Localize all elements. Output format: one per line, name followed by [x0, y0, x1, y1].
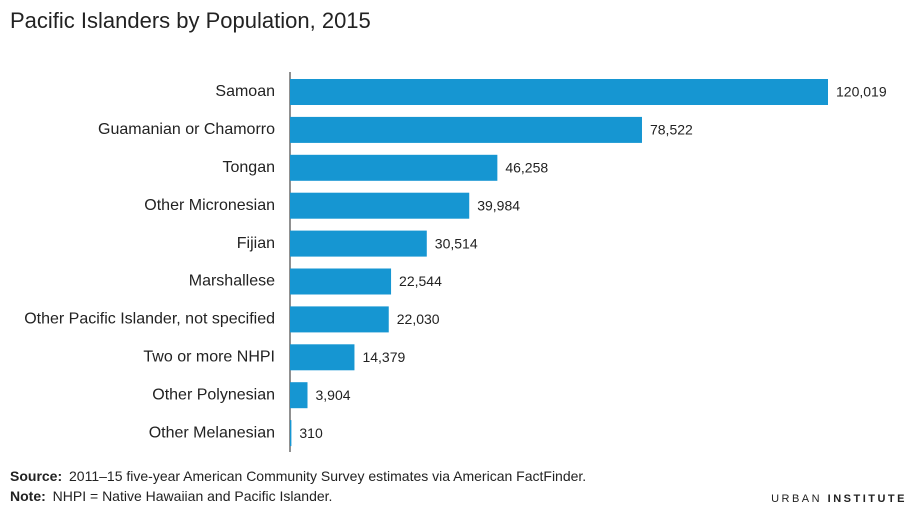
category-label: Tongan — [223, 159, 276, 176]
category-label: Other Micronesian — [144, 197, 275, 214]
category-label: Fijian — [237, 235, 275, 252]
chart-title: Pacific Islanders by Population, 2015 — [10, 8, 371, 33]
note-text: NHPI = Native Hawaiian and Pacific Islan… — [53, 488, 333, 504]
category-label: Other Polynesian — [152, 386, 275, 403]
category-label: Other Pacific Islander, not specified — [24, 311, 275, 328]
value-label: 39,984 — [477, 197, 520, 213]
brand: URBAN INSTITUTE — [771, 493, 907, 505]
category-label: Two or more NHPI — [143, 349, 275, 366]
value-label: 22,030 — [397, 311, 440, 327]
value-label: 120,019 — [836, 84, 887, 100]
bar — [290, 154, 498, 181]
value-label: 78,522 — [650, 122, 693, 138]
bar — [290, 192, 470, 219]
category-label: Other Melanesian — [149, 424, 275, 441]
bar — [290, 116, 642, 143]
brand-part: URBAN — [771, 493, 822, 505]
source-label: Source: — [10, 468, 62, 484]
brand-part: INSTITUTE — [828, 493, 907, 505]
bar — [290, 344, 355, 371]
value-label: 14,379 — [362, 349, 405, 365]
value-label: 30,514 — [435, 235, 478, 251]
bar — [290, 382, 308, 409]
source: Source: 2011–15 five-year American Commu… — [10, 468, 586, 484]
bar — [290, 230, 427, 257]
bar — [290, 306, 389, 333]
bar — [290, 79, 828, 105]
bar — [290, 420, 292, 447]
category-label: Marshallese — [189, 273, 275, 290]
value-label: 22,544 — [399, 273, 442, 289]
value-label: 3,904 — [316, 387, 351, 403]
note: Note: NHPI = Native Hawaiian and Pacific… — [10, 488, 332, 504]
category-label: Guamanian or Chamorro — [98, 121, 275, 138]
note-label: Note: — [10, 488, 46, 504]
value-label: 310 — [299, 425, 323, 441]
category-label: Samoan — [215, 83, 275, 100]
value-label: 46,258 — [505, 160, 548, 176]
source-text: 2011–15 five-year American Community Sur… — [69, 468, 586, 484]
bar — [290, 268, 392, 295]
